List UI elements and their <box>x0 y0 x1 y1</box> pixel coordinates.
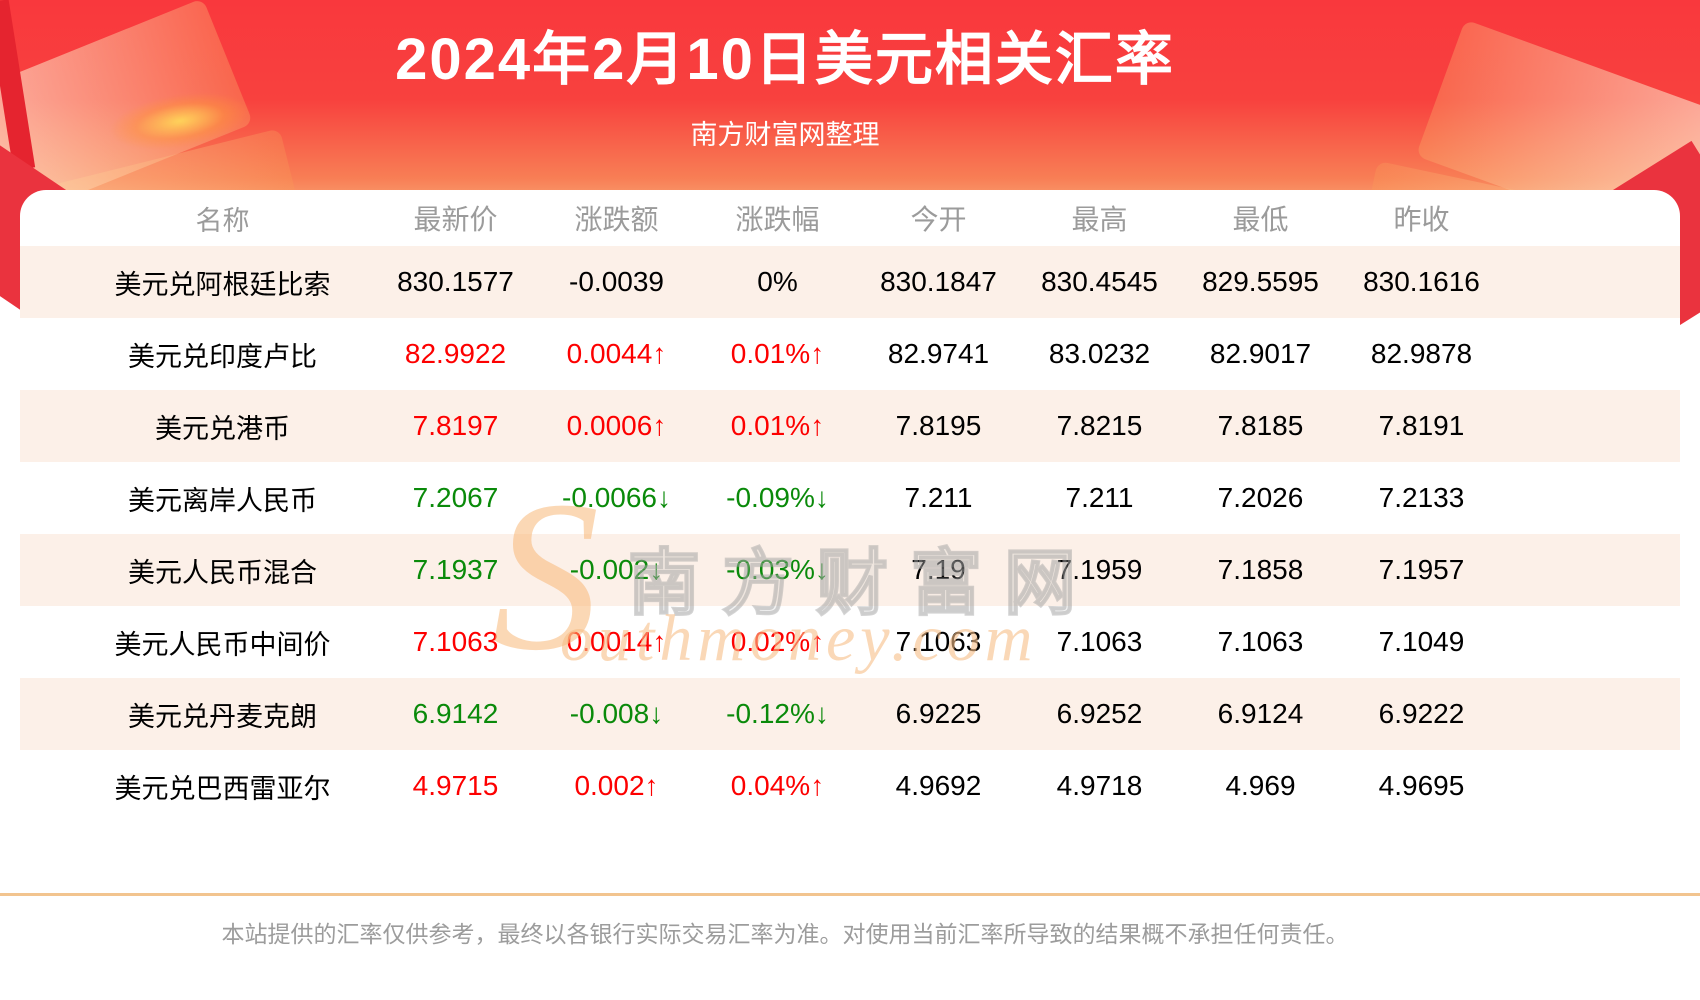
cell-prev: 82.9878 <box>1370 338 1473 369</box>
cell-prev: 830.1616 <box>1363 266 1480 297</box>
cell-high: 7.8215 <box>1056 410 1143 441</box>
cell-change: -0.008↓ <box>569 698 664 729</box>
cell-latest: 7.1937 <box>412 554 499 585</box>
cell-pct: -0.09%↓ <box>726 482 829 513</box>
column-header: 涨跌额 <box>574 204 659 235</box>
table-row: 美元兑港币 7.8197 0.0006↑ 0.01%↑ 7.8195 7.8215 7.81… <box>20 390 1680 462</box>
table-row: 美元兑丹麦克朗 6.9142 -0.008↓ -0.12%↓ 6.9225 6.9252 6… <box>20 678 1680 750</box>
cell-prev: 4.9695 <box>1378 770 1465 801</box>
cell-name: 美元兑巴西雷亚尔 <box>114 773 331 804</box>
cell-change: 0.0006↑ <box>566 410 667 441</box>
column-header: 最高 <box>1071 204 1128 235</box>
cell-latest: 7.2067 <box>412 482 499 513</box>
cell-high: 7.1959 <box>1056 554 1143 585</box>
cell-change: 0.0014↑ <box>566 626 667 657</box>
cell-prev: 7.1957 <box>1378 554 1465 585</box>
cell-open: 7.1063 <box>895 626 982 657</box>
cell-high: 7.1063 <box>1056 626 1143 657</box>
cell-name: 美元人民币中间价 <box>114 629 331 660</box>
cell-name: 美元离岸人民币 <box>128 485 317 516</box>
cell-open: 7.211 <box>904 482 973 513</box>
cell-open: 82.9741 <box>887 338 990 369</box>
footer-divider <box>0 893 1700 896</box>
table-header-row: 名称 最新价 涨跌额 涨跌幅 今开 最高 最低 昨收 <box>20 190 1680 246</box>
cell-low: 4.969 <box>1225 770 1296 801</box>
cell-high: 830.4545 <box>1041 266 1158 297</box>
column-header: 最新价 <box>413 204 498 235</box>
cell-change: -0.0066↓ <box>562 482 671 513</box>
table-body: 美元兑阿根廷比索 830.1577 -0.0039 0% 830.1847 830.454… <box>20 246 1680 822</box>
cell-low: 7.8185 <box>1217 410 1304 441</box>
cell-name: 美元兑港币 <box>155 413 290 444</box>
cell-open: 830.1847 <box>880 266 997 297</box>
cell-prev: 6.9222 <box>1378 698 1465 729</box>
table-row: 美元离岸人民币 7.2067 -0.0066↓ -0.09%↓ 7.211 7.211 7.… <box>20 462 1680 534</box>
cell-low: 7.1858 <box>1217 554 1304 585</box>
cell-open: 7.8195 <box>895 410 982 441</box>
cell-change: -0.0039 <box>569 266 664 297</box>
cell-pct: -0.12%↓ <box>726 698 829 729</box>
table-row: 美元兑印度卢比 82.9922 0.0044↑ 0.01%↑ 82.9741 83.023… <box>20 318 1680 390</box>
cell-high: 4.9718 <box>1056 770 1143 801</box>
column-header: 今开 <box>910 204 967 235</box>
cell-high: 83.0232 <box>1048 338 1151 369</box>
column-header: 名称 <box>195 205 250 236</box>
cell-name: 美元兑阿根廷比索 <box>114 269 331 300</box>
cell-open: 6.9225 <box>895 698 982 729</box>
cell-prev: 7.8191 <box>1378 410 1465 441</box>
cell-latest: 830.1577 <box>397 266 514 297</box>
cell-low: 7.2026 <box>1217 482 1304 513</box>
cell-open: 7.19 <box>911 554 966 585</box>
cell-pct: 0.04%↑ <box>730 770 825 801</box>
page-title: 2024年2月10日美元相关汇率 <box>395 27 1175 92</box>
table-row: 美元人民币中间价 7.1063 0.0014↑ 0.02%↑ 7.1063 7.1063 7… <box>20 606 1680 678</box>
cell-latest: 82.9922 <box>404 338 507 369</box>
table-row: 美元兑阿根廷比索 830.1577 -0.0039 0% 830.1847 830.454… <box>20 246 1680 318</box>
disclaimer-text: 本站提供的汇率仅供参考，最终以各银行实际交易汇率为准。对使用当前汇率所导致的结果… <box>221 921 1349 947</box>
column-header: 昨收 <box>1393 204 1450 235</box>
cell-low: 7.1063 <box>1217 626 1304 657</box>
cell-prev: 7.2133 <box>1378 482 1465 513</box>
cell-change: 0.002↑ <box>574 770 659 801</box>
cell-name: 美元兑丹麦克朗 <box>128 701 317 732</box>
cell-pct: 0% <box>757 266 798 297</box>
cell-latest: 4.9715 <box>412 770 499 801</box>
cell-low: 6.9124 <box>1217 698 1304 729</box>
column-header: 最低 <box>1232 204 1289 235</box>
cell-change: -0.002↓ <box>569 554 664 585</box>
cell-latest: 6.9142 <box>412 698 499 729</box>
cell-high: 7.211 <box>1065 482 1134 513</box>
cell-pct: 0.01%↑ <box>730 410 825 441</box>
cell-high: 6.9252 <box>1056 698 1143 729</box>
cell-low: 829.5595 <box>1202 266 1319 297</box>
cell-latest: 7.8197 <box>412 410 499 441</box>
cell-low: 82.9017 <box>1209 338 1312 369</box>
cell-pct: 0.02%↑ <box>730 626 825 657</box>
table-row: 美元兑巴西雷亚尔 4.9715 0.002↑ 0.04%↑ 4.9692 4.9718 4.… <box>20 750 1680 822</box>
column-header: 涨跌幅 <box>735 204 820 235</box>
rates-table-card: 名称 最新价 涨跌额 涨跌幅 今开 最高 最低 昨收 美元兑阿根廷比索 830.1577 -0.0… <box>20 190 1680 824</box>
table-row: 美元人民币混合 7.1937 -0.002↓ -0.03%↓ 7.19 7.1959 7.1… <box>20 534 1680 606</box>
cell-pct: 0.01%↑ <box>730 338 825 369</box>
cell-open: 4.9692 <box>895 770 982 801</box>
cell-latest: 7.1063 <box>412 626 499 657</box>
cell-name: 美元人民币混合 <box>128 557 317 588</box>
page-subtitle: 南方财富网整理 <box>690 120 880 150</box>
cell-prev: 7.1049 <box>1378 626 1465 657</box>
cell-name: 美元兑印度卢比 <box>128 341 317 372</box>
cell-change: 0.0044↑ <box>566 338 667 369</box>
cell-pct: -0.03%↓ <box>726 554 829 585</box>
